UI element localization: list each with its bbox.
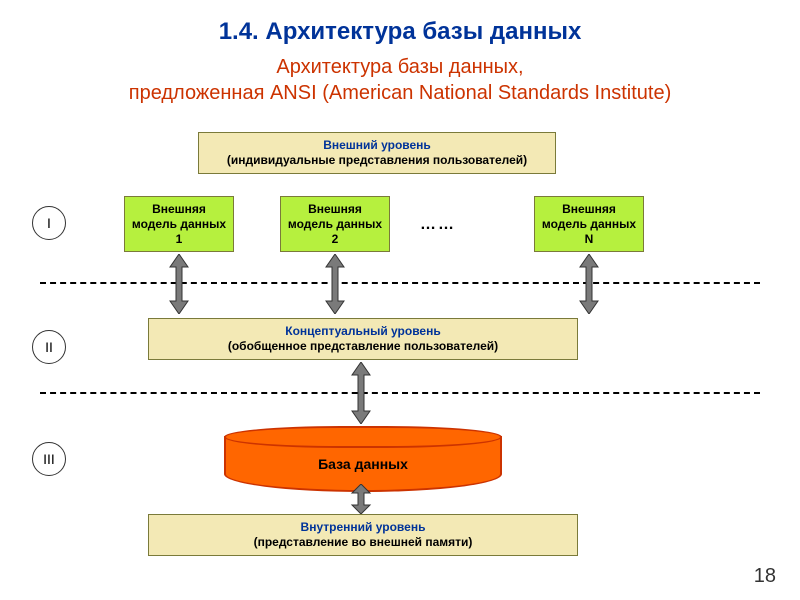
page-title: 1.4. Архитектура базы данных (0, 0, 800, 46)
box-subtitle: (обобщенное представление пользователей) (153, 339, 573, 354)
box-internal-level: Внутренний уровень (представление во вне… (148, 514, 578, 556)
level-circle-3: III (32, 442, 66, 476)
box-subtitle: (индивидуальные представления пользовате… (203, 153, 551, 168)
box-ext-model-1: Внешняя модель данных 1 (124, 196, 234, 252)
level-label: I (47, 215, 51, 231)
level-label: III (43, 451, 55, 467)
box-ext-model-n: Внешняя модель данных N (534, 196, 644, 252)
box-title: Внешний уровень (203, 138, 551, 153)
level-circle-2: II (32, 330, 66, 364)
box-ext-model-2: Внешняя модель данных 2 (280, 196, 390, 252)
double-arrow-icon (324, 254, 342, 314)
subtitle-line-1: Архитектура базы данных, (0, 54, 800, 80)
separator-1 (40, 282, 760, 284)
level-label: II (45, 339, 53, 355)
double-arrow-icon (168, 254, 186, 314)
page-subtitle: Архитектура базы данных, предложенная AN… (0, 46, 800, 106)
box-external-level: Внешний уровень (индивидуальные представ… (198, 132, 556, 174)
box-subtitle: (представление во внешней памяти) (153, 535, 573, 550)
box-title: Внешняя модель данных 2 (285, 202, 385, 247)
box-title: Внешняя модель данных 1 (129, 202, 229, 247)
page-number: 18 (754, 565, 776, 588)
double-arrow-icon (578, 254, 596, 314)
separator-2 (40, 392, 760, 394)
box-title: Внешняя модель данных N (539, 202, 639, 247)
box-title: Внутренний уровень (153, 520, 573, 535)
subtitle-line-2: предложенная ANSI (American National Sta… (0, 80, 800, 106)
double-arrow-icon (350, 484, 368, 514)
double-arrow-icon (350, 362, 368, 424)
box-title: Концептуальный уровень (153, 324, 573, 339)
level-circle-1: I (32, 206, 66, 240)
ellipsis-icon: …… (420, 216, 456, 234)
database-cylinder-icon: База данных (224, 426, 502, 492)
box-conceptual-level: Концептуальный уровень (обобщенное предс… (148, 318, 578, 360)
cylinder-label: База данных (224, 456, 502, 472)
ansi-architecture-diagram: I II III Внешний уровень (индивидуальные… (0, 112, 800, 582)
